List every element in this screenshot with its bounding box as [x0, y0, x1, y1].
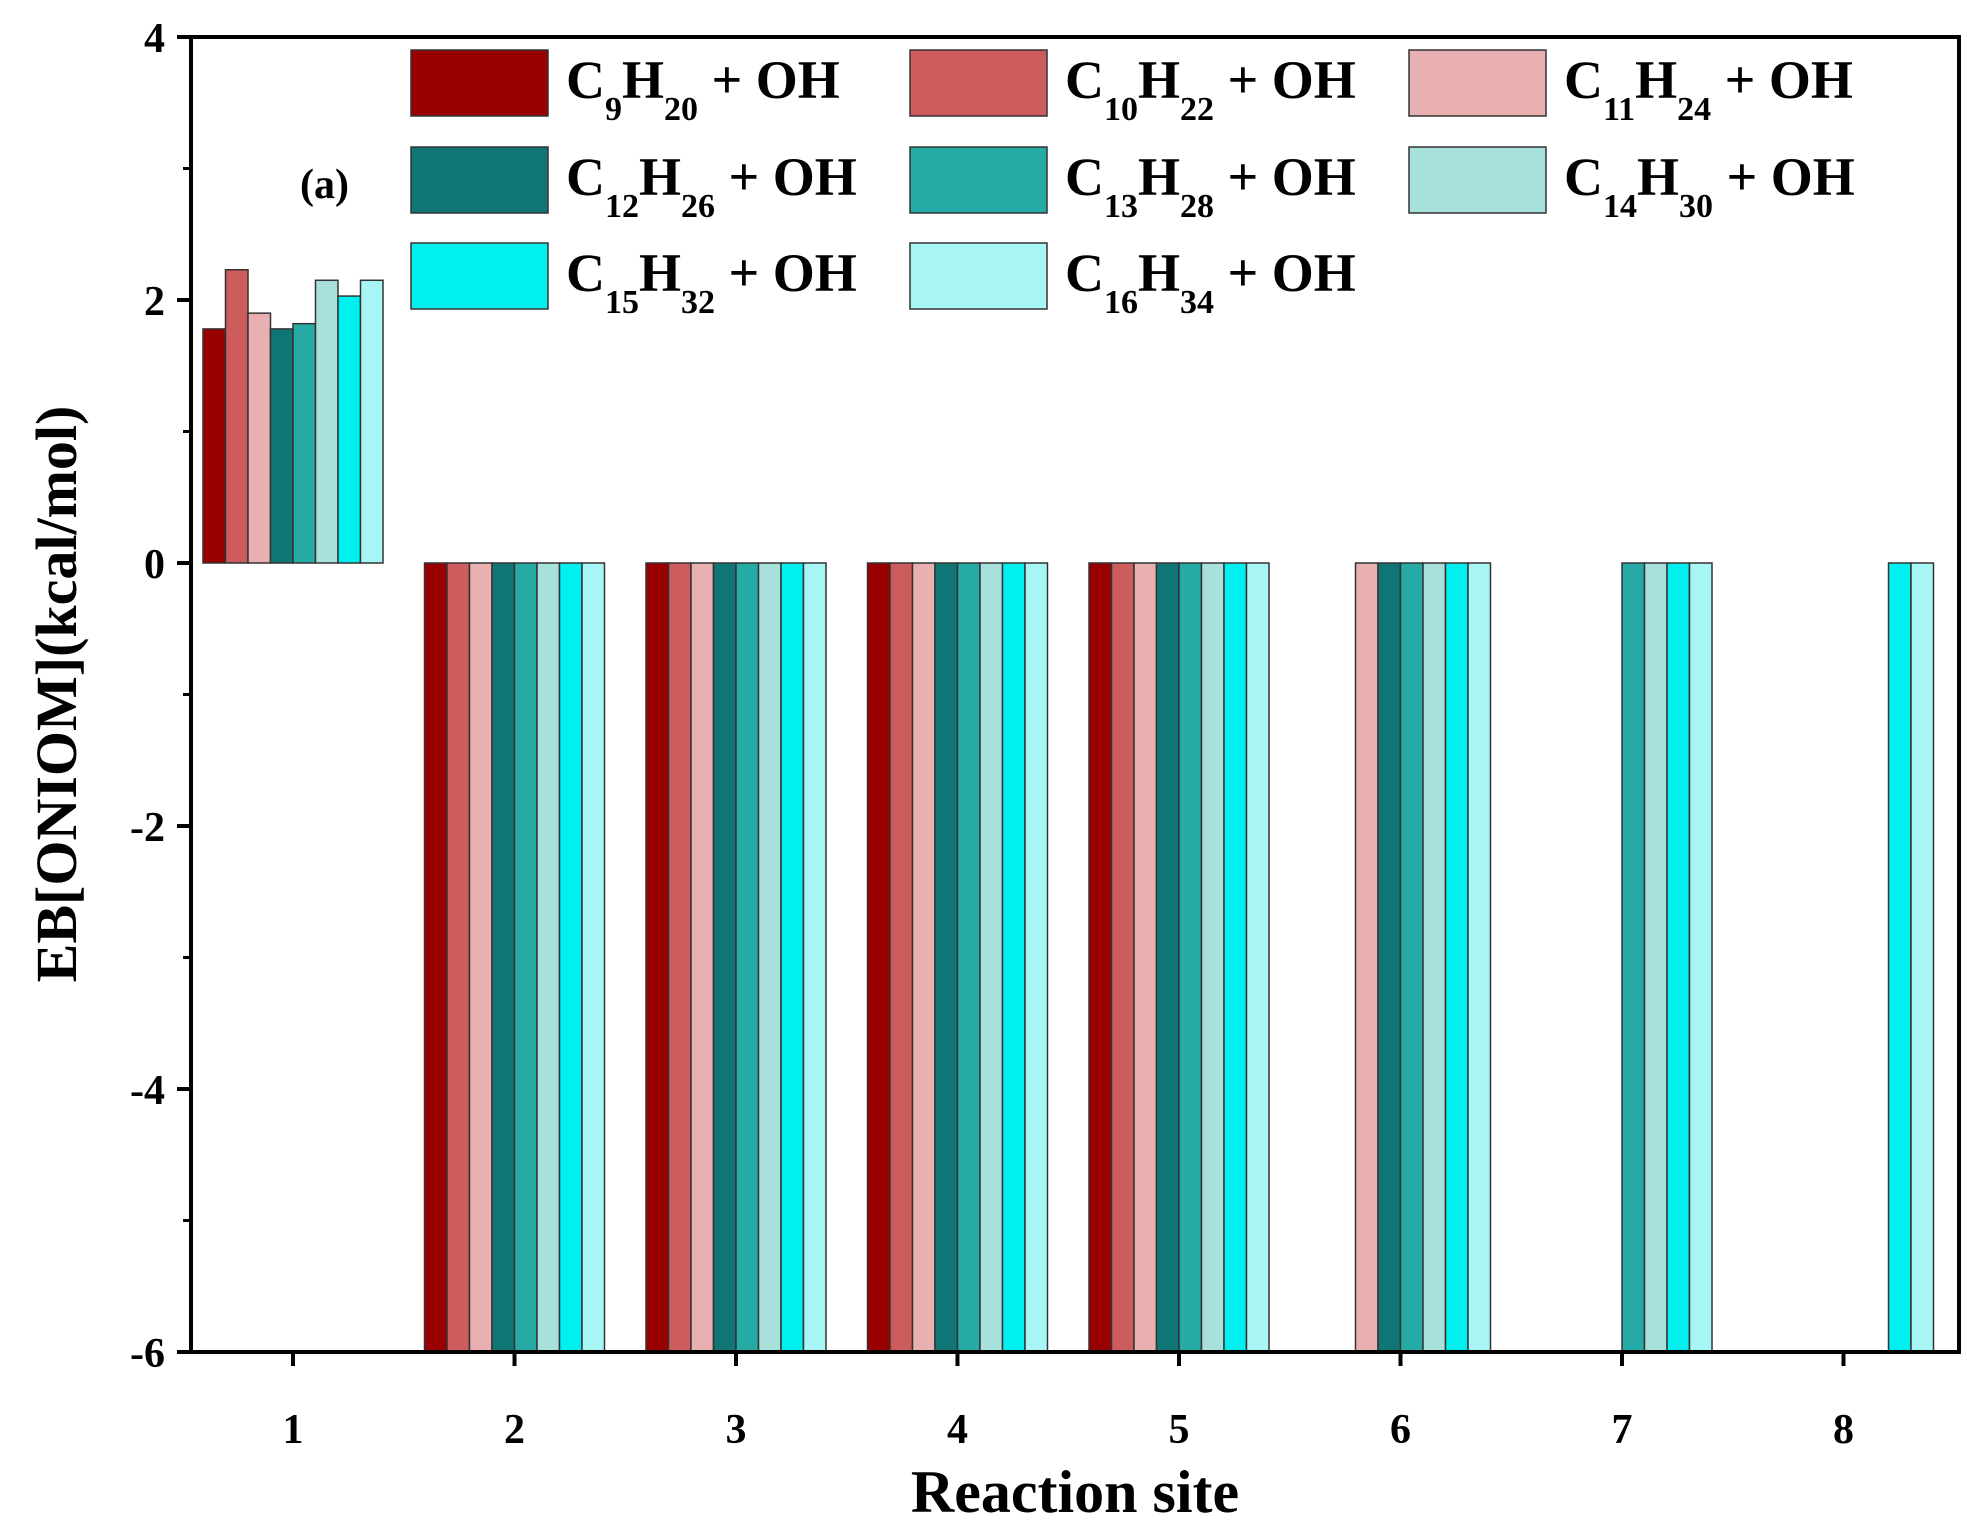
- bar-series-4-site-6: [1377, 562, 1402, 1353]
- bar-series-3-site-6: [1354, 562, 1379, 1353]
- legend-label: C16H34 + OH: [1065, 243, 1356, 321]
- bar-series-3-site-3: [690, 562, 715, 1353]
- bar-series-6-site-1: [314, 279, 339, 564]
- bar-series-2-site-3: [667, 562, 692, 1353]
- bar-series-5-site-4: [956, 562, 981, 1353]
- legend-swatch: [909, 146, 1048, 214]
- bar-series-2-site-2: [446, 562, 471, 1353]
- x-tick-label: 1: [283, 1407, 304, 1453]
- legend-label: C13H28 + OH: [1065, 147, 1356, 225]
- legend-label: C15H32 + OH: [566, 243, 857, 321]
- x-tick-label: 8: [1833, 1407, 1854, 1453]
- bar-series-1-site-4: [866, 562, 891, 1353]
- bar-series-7-site-5: [1223, 562, 1248, 1353]
- bar-series-8-site-8: [1910, 562, 1935, 1353]
- x-tick-label: 5: [1169, 1407, 1190, 1453]
- bar-series-4-site-4: [934, 562, 959, 1353]
- panel-label: (a): [300, 162, 349, 208]
- bars-group: [202, 269, 1935, 1353]
- bar-series-8-site-5: [1245, 562, 1270, 1353]
- legend-label: C11H24 + OH: [1564, 50, 1853, 128]
- x-axis: 1 2 3 4 5 6 7 8: [283, 1352, 1854, 1453]
- legend-label: C10H22 + OH: [1065, 50, 1356, 128]
- bar-series-4-site-3: [712, 562, 737, 1353]
- y-tick-label: -2: [130, 805, 165, 851]
- bar-series-6-site-4: [979, 562, 1004, 1353]
- bar-series-1-site-5: [1088, 562, 1113, 1353]
- legend-entry-7: C15H32 + OH: [410, 242, 857, 321]
- y-tick-label: 0: [144, 542, 165, 588]
- y-tick-label: -6: [130, 1331, 165, 1377]
- x-tick-label: 6: [1390, 1407, 1411, 1453]
- bar-series-3-site-4: [911, 562, 936, 1353]
- x-tick-label: 2: [504, 1407, 525, 1453]
- bar-series-5-site-2: [513, 562, 538, 1353]
- legend-label: C12H26 + OH: [566, 147, 857, 225]
- x-tick-label: 3: [726, 1407, 747, 1453]
- bar-series-2-site-1: [224, 269, 249, 564]
- y-tick-label: 4: [144, 16, 165, 62]
- y-axis: 4 2 0 -2 -4 -6: [130, 16, 191, 1377]
- bar-series-6-site-7: [1643, 562, 1668, 1353]
- y-tick-label: -4: [130, 1068, 165, 1114]
- bar-series-2-site-5: [1110, 562, 1135, 1353]
- legend-swatch: [1408, 146, 1547, 214]
- bar-series-8-site-3: [802, 562, 827, 1353]
- legend-label: C14H30 + OH: [1564, 147, 1855, 225]
- x-tick-label: 4: [947, 1407, 968, 1453]
- bar-series-7-site-8: [1887, 562, 1912, 1353]
- bar-series-5-site-5: [1178, 562, 1203, 1353]
- bar-series-1-site-2: [423, 562, 448, 1353]
- bar-series-6-site-3: [757, 562, 782, 1353]
- bar-series-4-site-5: [1155, 562, 1180, 1353]
- bar-series-7-site-3: [780, 562, 805, 1353]
- x-axis-label: Reaction site: [911, 1459, 1239, 1525]
- bar-series-7-site-6: [1444, 562, 1469, 1353]
- bar-series-3-site-5: [1133, 562, 1158, 1353]
- bar-series-4-site-2: [491, 562, 516, 1353]
- y-axis-label: EB[ONIOM](kcal/mol): [24, 406, 89, 983]
- legend-swatch: [410, 146, 549, 214]
- legend-swatch: [909, 242, 1048, 310]
- legend-entry-4: C12H26 + OH: [410, 146, 857, 225]
- legend: C9H20 + OH C10H22 + OH C11H24 + OH C12H26 +…: [410, 49, 1855, 321]
- bar-series-5-site-3: [735, 562, 760, 1353]
- bar-series-6-site-2: [536, 562, 561, 1353]
- bar-series-7-site-7: [1666, 562, 1691, 1353]
- bar-series-1-site-1: [202, 328, 227, 564]
- bar-series-3-site-1: [247, 312, 272, 564]
- y-tick-label: 2: [144, 279, 165, 325]
- bar-series-8-site-1: [359, 279, 384, 564]
- legend-entry-5: C13H28 + OH: [909, 146, 1356, 225]
- bar-series-6-site-5: [1200, 562, 1225, 1353]
- legend-entry-1: C9H20 + OH: [410, 49, 840, 128]
- bar-series-1-site-3: [645, 562, 670, 1353]
- bar-series-7-site-1: [337, 295, 362, 564]
- bar-series-2-site-4: [889, 562, 914, 1353]
- bar-series-5-site-6: [1399, 562, 1424, 1353]
- bar-series-8-site-6: [1467, 562, 1492, 1353]
- legend-entry-6: C14H30 + OH: [1408, 146, 1855, 225]
- bar-series-5-site-1: [292, 322, 317, 564]
- bar-series-8-site-7: [1688, 562, 1713, 1353]
- legend-entry-3: C11H24 + OH: [1408, 49, 1853, 128]
- bar-series-8-site-2: [581, 562, 606, 1353]
- legend-swatch: [410, 242, 549, 310]
- bar-series-7-site-2: [558, 562, 583, 1353]
- legend-entry-2: C10H22 + OH: [909, 49, 1356, 128]
- bar-series-6-site-6: [1422, 562, 1447, 1353]
- legend-swatch: [410, 49, 549, 117]
- bar-series-7-site-4: [1001, 562, 1026, 1353]
- bar-series-4-site-1: [269, 328, 294, 564]
- bar-series-8-site-4: [1024, 562, 1049, 1353]
- legend-label: C9H20 + OH: [566, 50, 840, 128]
- bar-series-3-site-2: [468, 562, 493, 1353]
- legend-entry-8: C16H34 + OH: [909, 242, 1356, 321]
- legend-swatch: [1408, 49, 1547, 117]
- legend-swatch: [909, 49, 1048, 117]
- bar-series-5-site-7: [1621, 562, 1646, 1353]
- x-tick-label: 7: [1612, 1407, 1633, 1453]
